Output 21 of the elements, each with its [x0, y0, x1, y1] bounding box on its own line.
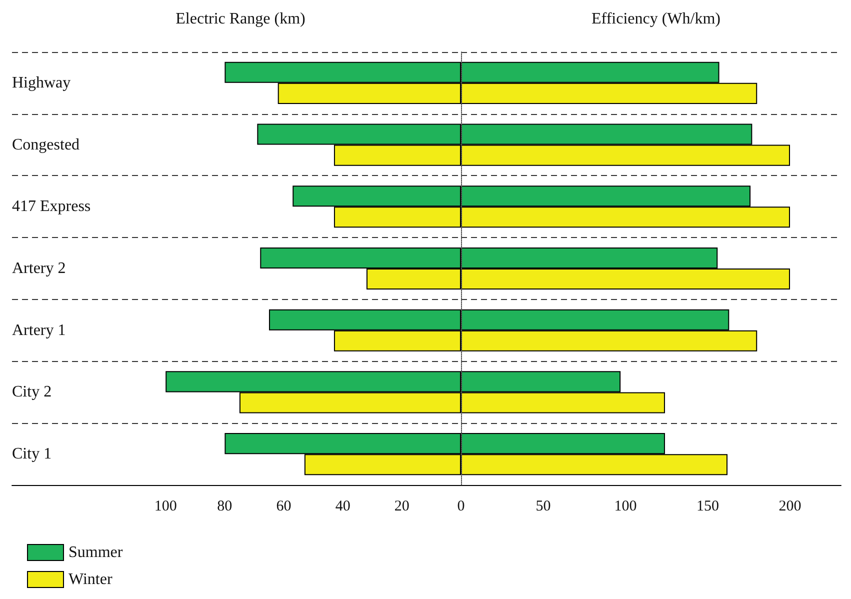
legend-label: Summer: [68, 544, 124, 561]
y-tick-label: City 1: [12, 446, 52, 463]
x-tick-label: 40: [335, 498, 350, 514]
y-tick-label: Artery 2: [12, 260, 66, 277]
x-tick-label: 50: [536, 498, 551, 514]
y-tick-label: Artery 1: [12, 322, 66, 339]
x-tick-label: 0: [457, 498, 465, 514]
x-tick-label: 100: [154, 498, 177, 514]
y-tick-label: 417 Express: [12, 198, 91, 216]
x-tick-label: 60: [276, 498, 292, 514]
y-tick-label: Congested: [12, 136, 80, 154]
x-tick-label: 150: [696, 498, 720, 514]
x-tick-label: 80: [217, 498, 232, 514]
x-tick-label: 200: [778, 498, 802, 514]
x-tick-label: 20: [394, 498, 410, 514]
x-axis-title: Efficiency (Wh/km): [592, 10, 720, 28]
y-tick-label: Highway: [12, 74, 71, 92]
x-tick-label: 100: [614, 498, 637, 514]
y-tick-label: City 2: [12, 384, 52, 401]
legend-label: Winter: [68, 571, 113, 588]
x-axis-title: Electric Range (km): [176, 10, 306, 28]
